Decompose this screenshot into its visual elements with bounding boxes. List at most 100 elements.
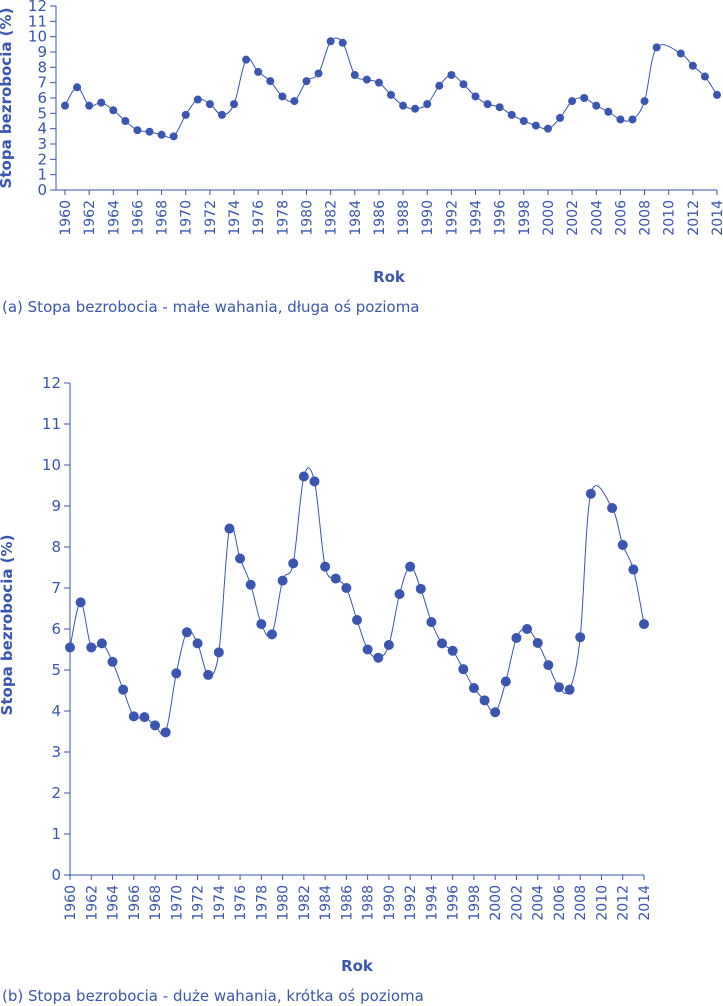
chart-b-data-point	[585, 488, 596, 499]
chart-b-data-point	[479, 695, 490, 706]
chart-b-x-tick-label: 1966	[127, 885, 143, 921]
chart-b-x-tick-label: 1996	[446, 885, 462, 921]
chart-b-data-point	[277, 575, 288, 586]
chart-a-x-tick-label: 2014	[710, 200, 723, 236]
chart-a-data-point	[556, 113, 565, 122]
chart-b-data-point	[298, 471, 309, 482]
chart-a-x-tick-label: 1978	[275, 200, 291, 236]
chart-a-data-point	[435, 81, 444, 90]
chart-b-data-point	[383, 639, 394, 650]
chart-b-data-point	[362, 644, 373, 655]
chart-a-x-tick-label: 1972	[203, 200, 219, 236]
chart-b-x-tick-label: 2006	[552, 885, 568, 921]
chart-a-y-tick-label: 9	[37, 43, 47, 61]
chart-b-x-tick-label: 1968	[148, 885, 164, 921]
chart-a-data-point	[459, 80, 468, 89]
chart-a-x-tick-label: 2008	[638, 200, 654, 236]
chart-a-data-point	[157, 130, 166, 139]
chart-a-data-point	[519, 117, 528, 125]
chart-b-data-point	[224, 523, 235, 534]
chart-b-x-tick-label: 1986	[339, 885, 355, 921]
chart-a-data-point	[362, 75, 371, 84]
chart-b-y-tick-label: 0	[51, 866, 61, 884]
chart-b-data-point	[553, 682, 564, 693]
chart-b-x-tick-label: 2004	[531, 885, 547, 921]
chart-b-data-point	[426, 617, 437, 628]
chart-a-data-point	[302, 77, 311, 86]
chart-a-y-axis-title: Stopa bezrobocia (%)	[0, 8, 15, 189]
chart-a-data-point	[205, 100, 214, 109]
chart-a-y-tick-label: 12	[28, 0, 47, 15]
chart-a-data-point	[169, 132, 178, 141]
chart-b-data-point	[139, 712, 150, 723]
chart-a-data-point	[314, 69, 323, 78]
chart-a-y-tick-label: 11	[28, 12, 47, 30]
chart-b-data-point	[373, 652, 384, 663]
chart-b-data-point	[490, 707, 501, 718]
chart-b-x-tick-label: 2010	[594, 885, 610, 921]
chart-a-data-point	[507, 110, 516, 119]
chart-b-data-point	[394, 589, 405, 600]
chart-a-x-tick-label: 1970	[179, 200, 195, 236]
chart-b-y-tick-label: 12	[42, 374, 61, 392]
chart-a-data-point	[543, 124, 552, 133]
chart-b-data-point	[75, 597, 86, 608]
chart-b-x-tick-label: 1998	[467, 885, 483, 921]
chart-b-data-point	[245, 579, 256, 590]
chart-b-data-point	[511, 633, 522, 644]
chart-b-data-point	[341, 583, 352, 593]
chart-a-y-tick-label: 6	[37, 89, 47, 107]
chart-a-y-tick-label: 2	[37, 150, 47, 168]
chart-b-data-point	[309, 476, 320, 487]
chart-b-x-tick-label: 1962	[84, 885, 100, 921]
chart-a-data-point	[217, 110, 226, 119]
chart-b-x-tick-label: 1974	[212, 885, 228, 921]
chart-b-x-ticks: 1960 1962 1964 1966 1968 1970 1972 1974 1976 1978…	[63, 875, 653, 921]
chart-a-data-point	[700, 72, 709, 81]
chart-a-y-tick-label: 3	[37, 135, 47, 153]
chart-b-data-point	[607, 503, 618, 514]
chart-a-x-tick-label: 1994	[469, 200, 485, 236]
chart-b-data-point	[405, 561, 416, 572]
chart-b-data-point	[288, 558, 299, 569]
chart-b-data-point	[415, 583, 426, 594]
chart-a-x-tick-label: 1974	[227, 200, 243, 236]
chart-b-data-point	[181, 627, 192, 638]
chart-b-data-point	[213, 647, 224, 658]
chart-a-data-point	[688, 61, 697, 70]
chart-a-data-point	[399, 101, 408, 110]
chart-a-data-point	[254, 67, 263, 76]
chart-a-x-tick-label: 1984	[348, 200, 364, 236]
chart-b-data-point	[628, 564, 639, 575]
chart-a-x-tick-label: 2012	[686, 200, 702, 236]
chart-a-data-point	[640, 97, 649, 106]
chart-a-x-tick-label: 1962	[82, 200, 98, 236]
chart-a-x-tick-label: 1960	[58, 200, 74, 236]
chart-b-x-tick-label: 1988	[361, 885, 377, 921]
chart-b-data-point	[203, 669, 214, 680]
chart-b-x-tick-label: 1976	[233, 885, 249, 921]
chart-a-x-tick-label: 1982	[324, 200, 340, 236]
chart-a-x-tick-label: 1996	[493, 200, 509, 236]
chart-a-x-tick-label: 1964	[106, 200, 122, 236]
chart-b-data-point	[437, 638, 448, 649]
chart-a-y-tick-label: 7	[37, 74, 47, 92]
chart-b-data-point	[65, 642, 75, 653]
chart-b-y-tick-label: 3	[51, 743, 61, 761]
chart-a-data-point	[290, 97, 299, 106]
chart-b-x-tick-label: 1984	[318, 885, 334, 921]
chart-a-x-tick-label: 1986	[372, 200, 388, 236]
chart-a-x-tick-label: 1988	[396, 200, 412, 236]
chart-a-data-point	[713, 90, 721, 99]
chart-b-y-axis-title: Stopa bezrobocia (%)	[0, 535, 16, 716]
chart-a-data-point	[676, 49, 685, 58]
chart-b-x-tick-label: 2012	[616, 885, 632, 921]
chart-a-data-point	[483, 100, 492, 109]
chart-b-x-tick-label: 1978	[254, 885, 270, 921]
chart-a-caption: (a) Stopa bezrobocia - małe wahania, dłu…	[2, 298, 420, 316]
chart-b-y-tick-label: 5	[51, 661, 61, 679]
chart-b-y-tick-label: 11	[42, 415, 61, 433]
